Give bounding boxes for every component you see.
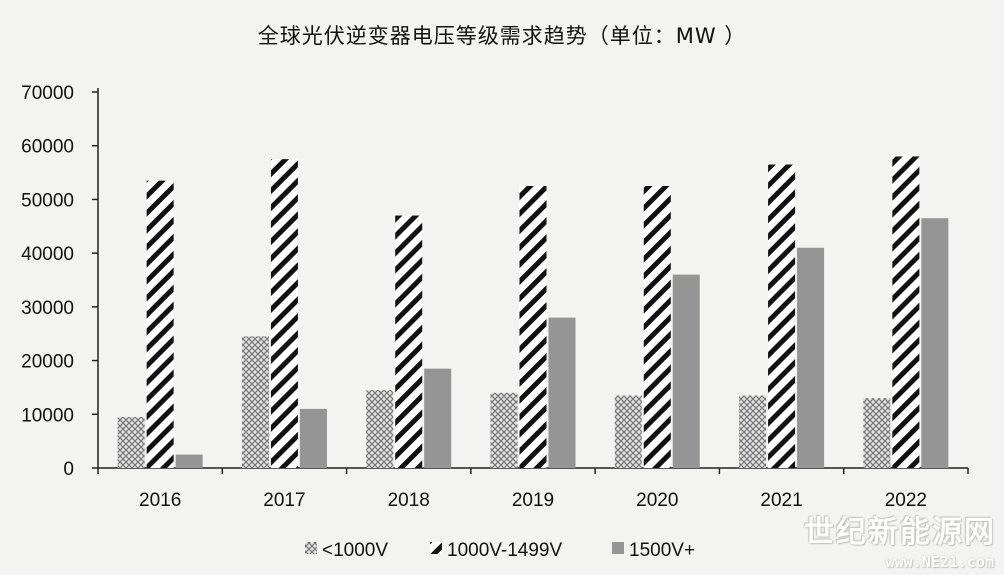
x-tick-label: 2019	[512, 490, 554, 511]
bars	[117, 156, 949, 468]
axes: 0 10000 20000 30000 40000 50000 60000 70000 2016…	[21, 83, 969, 511]
bar-crosshatch-2018	[366, 390, 394, 468]
legend-label: <1000V	[322, 540, 388, 561]
bar-solid-2018	[424, 368, 452, 468]
y-tick-label: 10000	[21, 405, 74, 426]
x-tick-label: 2022	[885, 490, 927, 511]
bar-solid-2022	[921, 218, 949, 468]
watermark-logo-text: 世纪新能源网	[804, 515, 996, 550]
bar-diagonal-2017	[270, 159, 298, 468]
bar-crosshatch-2019	[490, 392, 518, 468]
legend-label: 1500V+	[629, 540, 695, 561]
bar-diagonal-2022	[892, 156, 920, 468]
x-tick-label: 2016	[139, 490, 181, 511]
y-tick-label: 0	[63, 459, 74, 480]
bar-diagonal-2018	[395, 215, 423, 468]
legend-swatch-crosshatch	[305, 542, 317, 554]
bar-solid-2021	[797, 247, 825, 468]
y-tick-label: 60000	[21, 137, 74, 158]
y-tick-label: 50000	[21, 190, 74, 211]
bar-crosshatch-2020	[614, 395, 642, 468]
legend-label: 1000V-1499V	[447, 540, 562, 561]
chart-title: 全球光伏逆变器电压等级需求趋势（单位：MW ）	[257, 24, 747, 48]
bar-solid-2020	[672, 274, 700, 468]
bar-diagonal-2020	[643, 186, 671, 468]
y-tick-label: 20000	[21, 352, 74, 373]
y-tick-label: 40000	[21, 244, 74, 265]
bar-solid-2016	[175, 454, 203, 468]
x-tick-label: 2018	[388, 490, 430, 511]
legend-swatch-diagonal	[430, 542, 442, 554]
bar-solid-2017	[299, 408, 327, 468]
x-tick-label: 2021	[760, 490, 802, 511]
bar-diagonal-2016	[146, 180, 174, 468]
bar-solid-2019	[548, 317, 576, 468]
x-tick-label: 2017	[263, 490, 305, 511]
bar-crosshatch-2016	[117, 416, 145, 468]
bar-crosshatch-2017	[241, 336, 269, 468]
y-tick-label: 70000	[21, 83, 74, 104]
legend-swatch-solid	[612, 542, 624, 554]
y-tick-label: 30000	[21, 298, 74, 319]
bar-diagonal-2019	[519, 186, 547, 468]
bar-crosshatch-2022	[863, 398, 891, 468]
x-tick-label: 2020	[636, 490, 678, 511]
watermark-url: www.NE21.com	[885, 553, 994, 571]
legend: <1000V 1000V-1499V 1500V+	[305, 540, 695, 561]
bar-crosshatch-2021	[739, 395, 767, 468]
bar-diagonal-2021	[768, 164, 796, 468]
